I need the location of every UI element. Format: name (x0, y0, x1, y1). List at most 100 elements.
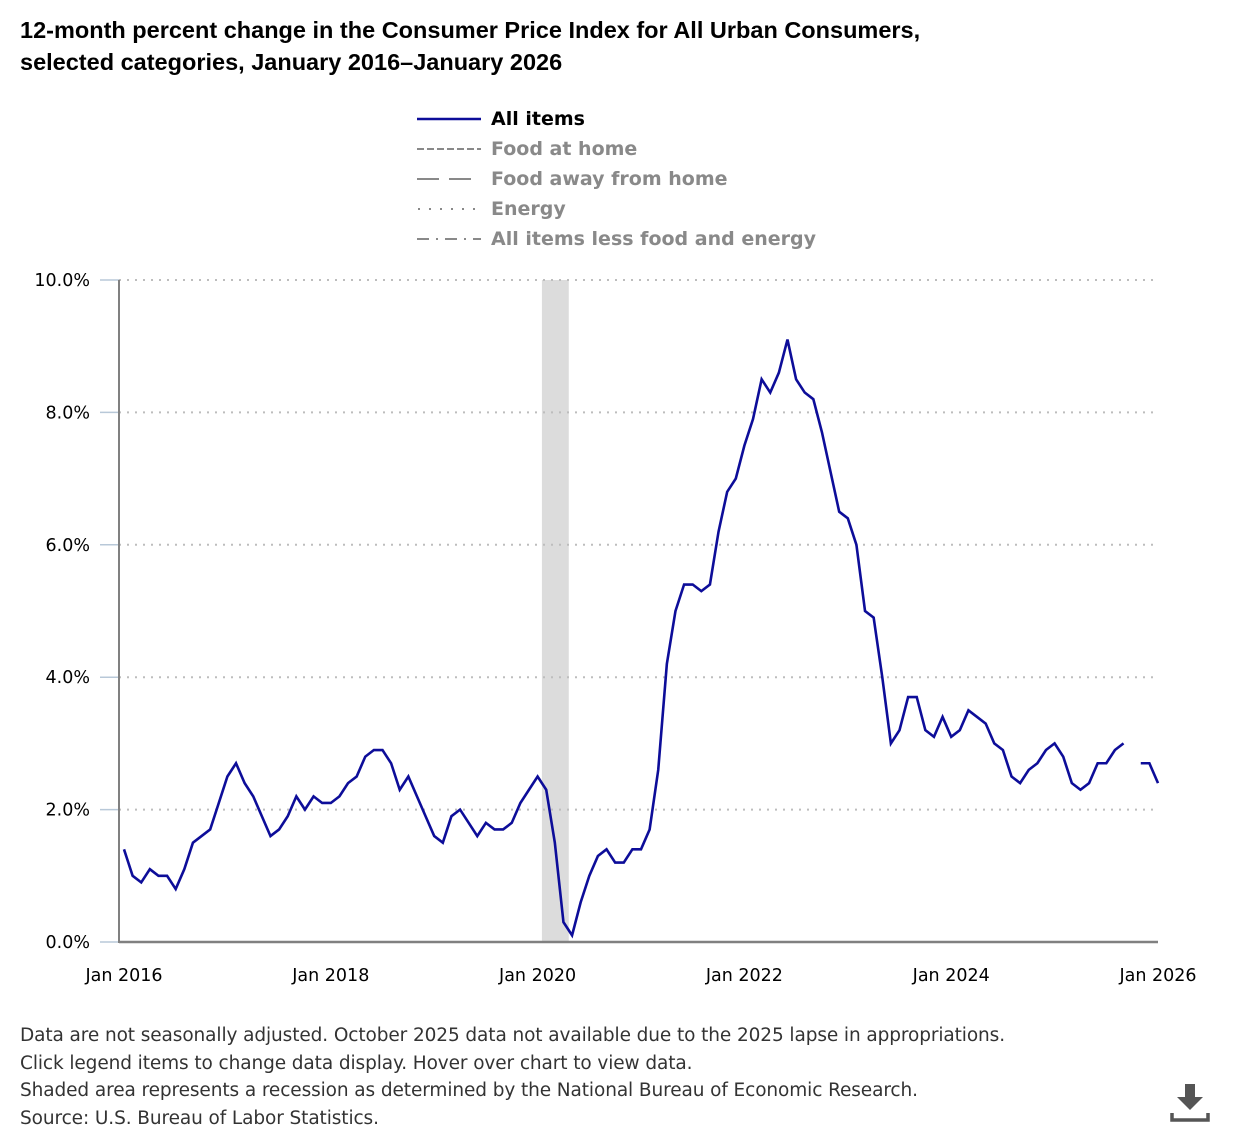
data-point[interactable] (130, 873, 136, 879)
data-point[interactable] (914, 694, 920, 700)
data-point[interactable] (853, 542, 859, 548)
data-point[interactable] (724, 489, 730, 495)
data-point[interactable] (276, 826, 282, 832)
data-point[interactable] (345, 780, 351, 786)
data-point[interactable] (517, 800, 523, 806)
data-point[interactable] (216, 800, 222, 806)
data-point[interactable] (371, 747, 377, 753)
data-point[interactable] (604, 846, 610, 852)
data-point[interactable] (698, 588, 704, 594)
data-point[interactable] (155, 873, 161, 879)
data-point[interactable] (423, 813, 429, 819)
data-point[interactable] (1155, 780, 1161, 786)
data-point[interactable] (1060, 754, 1066, 760)
data-point[interactable] (242, 780, 248, 786)
data-point[interactable] (354, 774, 360, 780)
data-point[interactable] (147, 866, 153, 872)
data-point[interactable] (388, 760, 394, 766)
data-point[interactable] (207, 826, 213, 832)
data-point[interactable] (716, 529, 722, 535)
data-point[interactable] (1052, 740, 1058, 746)
data-point[interactable] (535, 774, 541, 780)
data-point[interactable] (733, 476, 739, 482)
data-point[interactable] (164, 873, 170, 879)
data-point[interactable] (690, 582, 696, 588)
data-point[interactable] (267, 833, 273, 839)
data-point[interactable] (879, 674, 885, 680)
data-point[interactable] (1026, 767, 1032, 773)
data-point[interactable] (311, 793, 317, 799)
data-point[interactable] (819, 429, 825, 435)
data-point[interactable] (474, 833, 480, 839)
data-point[interactable] (595, 853, 601, 859)
data-point[interactable] (199, 833, 205, 839)
data-point[interactable] (922, 727, 928, 733)
legend-item-food-at-home[interactable]: Food at home (415, 134, 816, 164)
data-point[interactable] (1086, 780, 1092, 786)
data-point[interactable] (888, 740, 894, 746)
data-point[interactable] (647, 826, 653, 832)
data-point[interactable] (1034, 760, 1040, 766)
data-point[interactable] (414, 793, 420, 799)
data-point[interactable] (431, 833, 437, 839)
data-point[interactable] (1121, 740, 1127, 746)
data-point[interactable] (543, 787, 549, 793)
data-point[interactable] (1138, 760, 1144, 766)
data-point[interactable] (741, 443, 747, 449)
data-point[interactable] (612, 860, 618, 866)
data-point[interactable] (836, 509, 842, 515)
data-point[interactable] (759, 376, 765, 382)
data-point[interactable] (1146, 760, 1152, 766)
data-point[interactable] (173, 886, 179, 892)
data-point[interactable] (845, 515, 851, 521)
data-point[interactable] (500, 826, 506, 832)
data-point[interactable] (319, 800, 325, 806)
data-point[interactable] (957, 727, 963, 733)
data-point[interactable] (1103, 760, 1109, 766)
data-point[interactable] (336, 793, 342, 799)
data-point[interactable] (302, 807, 308, 813)
data-point[interactable] (672, 608, 678, 614)
data-point[interactable] (638, 846, 644, 852)
data-point[interactable] (483, 820, 489, 826)
data-point[interactable] (552, 840, 558, 846)
data-point[interactable] (629, 846, 635, 852)
data-point[interactable] (784, 337, 790, 343)
data-point[interactable] (655, 767, 661, 773)
data-point[interactable] (526, 787, 532, 793)
data-point[interactable] (492, 826, 498, 832)
data-point[interactable] (1112, 747, 1118, 753)
data-point[interactable] (466, 820, 472, 826)
data-point[interactable] (1077, 787, 1083, 793)
data-point[interactable] (871, 615, 877, 621)
data-point[interactable] (664, 661, 670, 667)
data-point[interactable] (991, 740, 997, 746)
data-point[interactable] (586, 873, 592, 879)
data-point[interactable] (940, 714, 946, 720)
data-point[interactable] (862, 608, 868, 614)
data-point[interactable] (948, 734, 954, 740)
data-point[interactable] (974, 714, 980, 720)
data-point[interactable] (259, 813, 265, 819)
data-point[interactable] (1095, 760, 1101, 766)
data-point[interactable] (285, 813, 291, 819)
data-point[interactable] (802, 390, 808, 396)
data-point[interactable] (621, 860, 627, 866)
data-point[interactable] (776, 370, 782, 376)
legend-item-all-items[interactable]: All items (415, 104, 816, 134)
data-point[interactable] (190, 840, 196, 846)
data-point[interactable] (457, 807, 463, 813)
data-point[interactable] (138, 879, 144, 885)
data-point[interactable] (362, 754, 368, 760)
data-point[interactable] (380, 747, 386, 753)
data-point[interactable] (250, 793, 256, 799)
data-point[interactable] (793, 376, 799, 382)
data-point[interactable] (897, 727, 903, 733)
legend-item-food-away-from-home[interactable]: Food away from home (415, 164, 816, 194)
data-point[interactable] (810, 396, 816, 402)
data-point[interactable] (233, 760, 239, 766)
data-point[interactable] (707, 582, 713, 588)
data-point[interactable] (1000, 747, 1006, 753)
legend-item-energy[interactable]: Energy (415, 194, 816, 224)
data-point[interactable] (681, 582, 687, 588)
